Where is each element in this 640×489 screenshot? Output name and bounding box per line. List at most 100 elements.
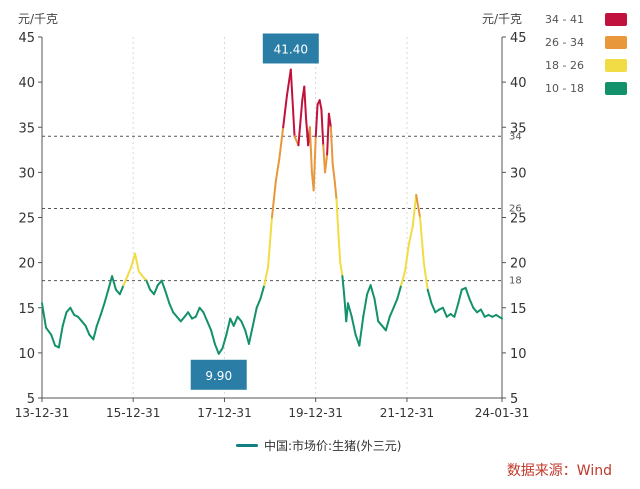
series-segment bbox=[411, 193, 418, 228]
series-segment bbox=[345, 302, 350, 323]
series-segment bbox=[396, 284, 403, 300]
series-segment bbox=[453, 302, 460, 318]
series-segment bbox=[326, 112, 330, 156]
series-segment bbox=[320, 108, 325, 147]
series-segment bbox=[468, 297, 475, 309]
series-segment bbox=[153, 284, 159, 296]
series-segment bbox=[495, 313, 503, 320]
series-segment bbox=[426, 288, 433, 305]
series-segment bbox=[225, 317, 232, 336]
annotation-box bbox=[262, 33, 319, 64]
series-segment bbox=[297, 99, 304, 147]
series-segment bbox=[50, 333, 57, 347]
series-segment bbox=[312, 135, 317, 192]
series-segment bbox=[202, 311, 209, 323]
series-segment bbox=[339, 261, 344, 278]
y-tick-label-right: 40 bbox=[510, 76, 527, 91]
y-unit-left: 元/千克 bbox=[18, 12, 59, 26]
x-tick-label: 24-01-31 bbox=[475, 406, 529, 420]
y-tick-label-right: 45 bbox=[510, 31, 527, 46]
x-tick-label: 19-12-31 bbox=[288, 406, 342, 420]
x-tick-label: 21-12-31 bbox=[380, 406, 434, 420]
series-segment bbox=[415, 193, 422, 219]
series-segment bbox=[95, 313, 102, 327]
series-segment bbox=[422, 261, 429, 291]
y-tick-label-right: 35 bbox=[510, 121, 527, 136]
visual-map-item[interactable]: 18 - 26 bbox=[545, 54, 627, 77]
series-segment bbox=[206, 320, 213, 332]
series-segment bbox=[274, 157, 281, 183]
series-segment bbox=[111, 275, 117, 291]
series-segment bbox=[229, 317, 235, 327]
series-segment bbox=[92, 324, 98, 341]
series-segment bbox=[244, 329, 250, 345]
series-segment bbox=[103, 288, 110, 305]
reference-line-label: 18 bbox=[509, 276, 522, 287]
series-segment bbox=[457, 288, 463, 305]
series-segment bbox=[267, 216, 273, 269]
series-segment bbox=[388, 306, 395, 318]
series-segment bbox=[84, 324, 91, 336]
series-segment bbox=[247, 324, 254, 345]
series-segment bbox=[403, 243, 410, 273]
series-segment bbox=[270, 180, 277, 219]
series-segment bbox=[134, 252, 140, 273]
series-segment bbox=[99, 302, 106, 316]
series-segment bbox=[347, 302, 353, 318]
series-segment bbox=[392, 297, 399, 309]
y-tick-label-right: 25 bbox=[510, 212, 527, 227]
reference-line-label: 34 bbox=[509, 131, 522, 142]
annotation-box bbox=[190, 359, 247, 390]
series-segment bbox=[232, 315, 239, 327]
series-segment bbox=[362, 293, 369, 318]
visual-map-label: 26 - 34 bbox=[545, 36, 584, 49]
series-segment bbox=[57, 324, 64, 349]
y-unit-right: 元/千克 bbox=[482, 12, 523, 26]
series-segment bbox=[308, 126, 313, 174]
y-tick-label-left: 25 bbox=[18, 212, 35, 227]
visual-map-item[interactable]: 10 - 18 bbox=[545, 77, 627, 100]
series-segment bbox=[164, 290, 171, 305]
series-segment bbox=[337, 234, 342, 264]
series-legend[interactable]: 中国:市场价:生猪(外三元) bbox=[236, 437, 401, 454]
y-tick-label-right: 10 bbox=[510, 347, 527, 362]
y-tick-label-left: 35 bbox=[18, 121, 35, 136]
series-segment bbox=[335, 198, 340, 237]
series-segment bbox=[282, 94, 288, 129]
series-segment bbox=[358, 315, 365, 347]
series-segment bbox=[384, 315, 391, 332]
legend-label: 中国:市场价:生猪(外三元) bbox=[264, 439, 402, 453]
series-segment bbox=[341, 275, 346, 296]
series-segment bbox=[160, 279, 167, 293]
source-note: 数据来源：Wind bbox=[506, 463, 612, 479]
x-tick-label: 13-12-31 bbox=[15, 406, 69, 420]
series-segment bbox=[217, 347, 224, 355]
y-tick-label-left: 15 bbox=[18, 302, 35, 317]
series-segment bbox=[369, 284, 376, 300]
series-segment bbox=[333, 180, 338, 201]
series-segment bbox=[318, 99, 323, 111]
visual-map-item[interactable]: 34 - 41 bbox=[545, 8, 627, 31]
series-segment bbox=[400, 270, 406, 287]
y-tick-label-left: 20 bbox=[18, 257, 35, 272]
x-tick-label: 17-12-31 bbox=[197, 406, 251, 420]
visual-map-label: 34 - 41 bbox=[545, 13, 584, 26]
series-segment bbox=[327, 112, 332, 129]
y-tick-label-right: 30 bbox=[510, 166, 527, 181]
series-segment bbox=[289, 68, 296, 138]
visual-map-swatch bbox=[605, 82, 627, 95]
series-segment bbox=[255, 297, 262, 309]
series-segment bbox=[107, 275, 114, 291]
visual-map-item[interactable]: 26 - 34 bbox=[545, 31, 627, 54]
y-tick-label-left: 30 bbox=[18, 166, 35, 181]
visual-map-swatch bbox=[605, 36, 627, 49]
series-segment bbox=[130, 252, 137, 269]
series-segment bbox=[221, 333, 228, 350]
y-tick-label-left: 5 bbox=[27, 392, 35, 407]
y-tick-label-left: 10 bbox=[18, 347, 35, 362]
series-segment bbox=[69, 306, 76, 316]
series-segment bbox=[126, 266, 133, 278]
series-segment bbox=[314, 103, 319, 138]
series-segment bbox=[331, 162, 336, 183]
